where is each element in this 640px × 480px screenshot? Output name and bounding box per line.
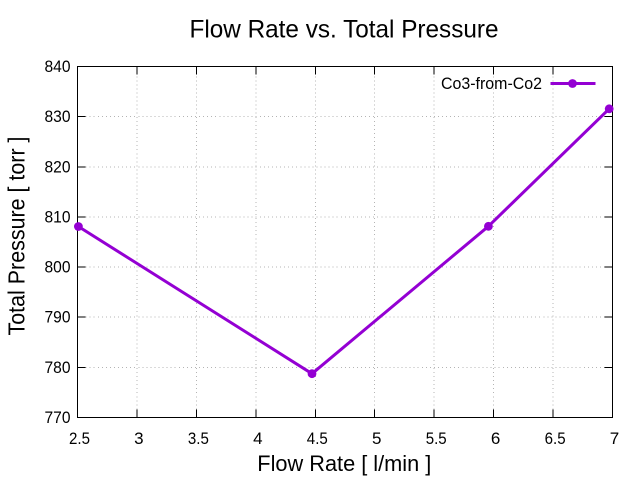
svg-text:6.5: 6.5 bbox=[545, 429, 566, 448]
svg-text:Flow Rate [ l/min ]: Flow Rate [ l/min ] bbox=[257, 451, 431, 476]
svg-text:820: 820 bbox=[45, 157, 71, 176]
svg-text:770: 770 bbox=[45, 408, 71, 427]
svg-text:2.5: 2.5 bbox=[69, 429, 90, 448]
svg-text:3: 3 bbox=[134, 429, 143, 448]
svg-text:6: 6 bbox=[491, 429, 500, 448]
svg-text:Total Pressure [ torr ]: Total Pressure [ torr ] bbox=[3, 137, 29, 336]
svg-text:790: 790 bbox=[45, 308, 71, 327]
svg-text:Flow Rate vs. Total Pressure: Flow Rate vs. Total Pressure bbox=[190, 16, 499, 44]
svg-text:840: 840 bbox=[45, 57, 71, 76]
svg-text:5.5: 5.5 bbox=[426, 429, 447, 448]
svg-text:4.5: 4.5 bbox=[307, 429, 328, 448]
svg-text:4: 4 bbox=[253, 429, 262, 448]
svg-text:3.5: 3.5 bbox=[188, 429, 209, 448]
svg-text:780: 780 bbox=[45, 358, 71, 377]
svg-text:5: 5 bbox=[372, 429, 381, 448]
svg-text:Co3-from-Co2: Co3-from-Co2 bbox=[441, 74, 542, 93]
svg-text:7: 7 bbox=[610, 429, 619, 448]
svg-text:830: 830 bbox=[45, 107, 71, 126]
svg-text:800: 800 bbox=[45, 258, 71, 277]
svg-text:810: 810 bbox=[45, 207, 71, 226]
